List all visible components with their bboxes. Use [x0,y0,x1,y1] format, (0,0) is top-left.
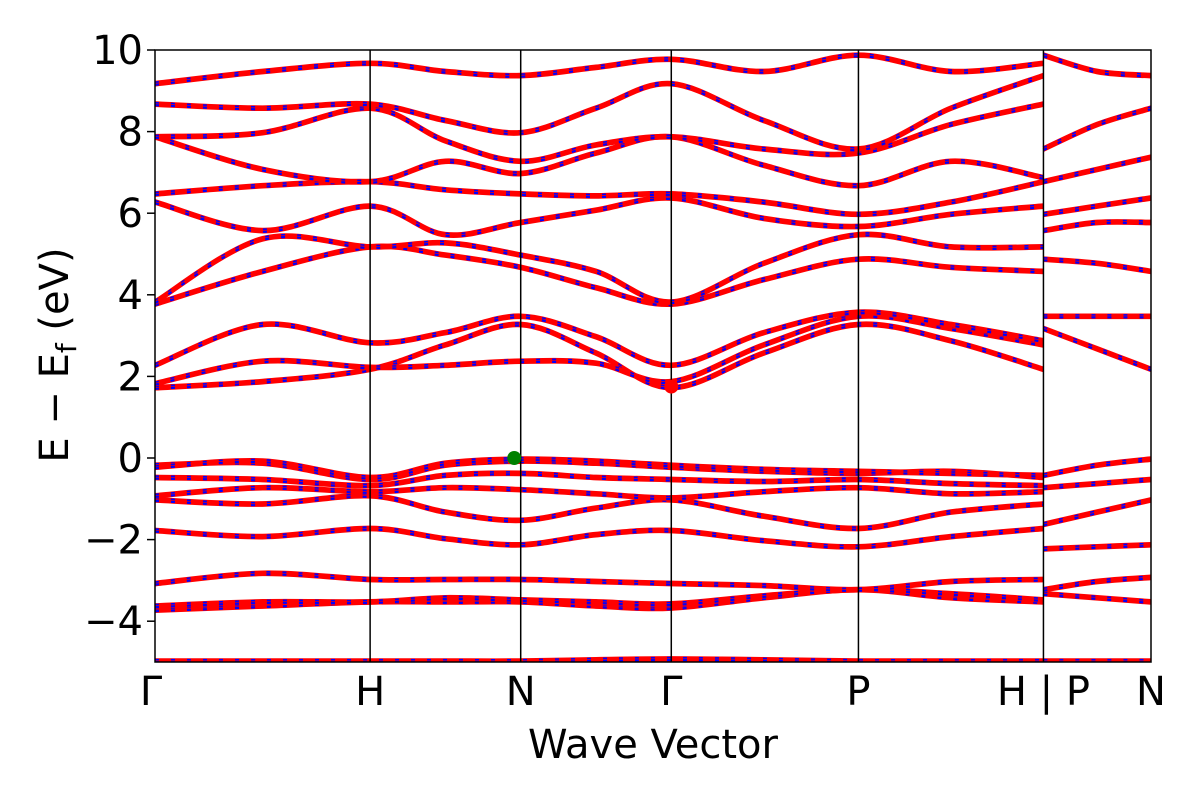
x-tick-label: Γ [660,669,683,715]
band-line-overlay [155,244,1044,305]
band-line [155,197,1044,238]
y-axis-title-main: E − E [32,353,78,463]
high-symmetry-lines [369,50,1045,662]
band-line-overlay [1043,53,1151,76]
band-line-overlay [155,179,1044,215]
band-line-overlay [155,136,1044,188]
band-line [155,103,1044,165]
band-line-overlay [1043,198,1151,217]
band-line-overlay [155,52,1044,84]
cbm-marker [664,379,679,394]
band-line-overlay [1043,575,1151,590]
x-tick-label: P [846,669,870,715]
band-line-overlay [1043,259,1151,274]
band-line-overlay [155,181,1044,217]
band-line [155,233,1044,305]
band-line-overlay [1043,499,1151,527]
band-line [155,470,1044,487]
band-line-overlay [1043,497,1151,525]
band-line [155,492,1044,530]
y-axis-title-subscript: f [50,342,83,353]
band-line [155,495,1044,532]
band-line [155,589,1044,609]
band-line [155,315,1044,387]
band-line [1043,544,1151,552]
x-axis-ticks: Γ H N Γ P H | P N [140,669,1166,715]
band-line [1043,590,1151,603]
x-tick-label: H [355,669,385,715]
band-line-overlay [155,312,1044,368]
band-line [155,570,1044,591]
y-axis-title: E − Ef (eV) [32,247,83,462]
band-line-overlay [1043,459,1151,478]
band-line-overlay [155,195,1044,236]
bands-layer [155,52,1151,662]
band-line [155,486,1044,501]
y-tick-label: 0 [118,436,143,482]
band-line-overlay [1043,257,1151,272]
band-line [1042,325,1151,370]
band-line-overlay [155,134,1044,186]
band-line-overlay [155,246,1044,307]
y-axis-title-unit: (eV) [32,247,78,343]
y-tick-label: 10 [92,28,143,74]
band-line-overlay [155,234,1044,305]
vbm-marker [507,451,522,465]
band-line-overlay [155,456,1044,478]
y-tick-label: −4 [84,599,143,645]
x-tick-label: N [506,669,536,715]
y-tick-label: 8 [118,110,143,156]
y-tick-label: −2 [84,518,143,564]
band-line-overlay [155,197,1044,238]
band-line [1042,107,1151,152]
x-tick-label: H | P [997,669,1090,715]
y-tick-label: 6 [118,191,143,237]
band-line-overlay [1043,219,1151,231]
band-line [155,323,1044,391]
band-line [1043,541,1151,550]
band-line [155,321,1044,389]
band-line-overlay [155,309,1044,366]
band-line [1042,327,1151,373]
band-line [1043,221,1151,234]
x-tick-label: Γ [140,669,163,715]
band-line-overlay [155,526,1044,547]
band-line-overlay [155,528,1044,550]
band-line-overlay [155,55,1044,86]
y-tick-label: 4 [118,273,143,319]
band-line [1043,593,1151,605]
band-line [1042,105,1151,150]
band-line [155,245,1044,307]
band-line-overlay [155,459,1044,480]
band-line-overlay [1043,195,1151,215]
band-line-overlay [1043,157,1151,184]
band-line [155,75,1044,152]
band-line [155,572,1044,593]
band-line-overlay [1043,155,1151,182]
band-line [155,656,1044,662]
band-line-overlay [155,232,1044,303]
band-line [1043,476,1151,489]
band-line [1043,478,1151,491]
band-line [155,54,1044,87]
band-line [155,472,1044,489]
band-line [155,72,1044,150]
band-line-overlay [1043,456,1151,476]
y-axis-ticks: −4 −2 0 2 4 6 8 10 [84,28,155,645]
extrema-markers [507,379,679,465]
x-tick-label: N [1136,669,1166,715]
band-line-overlay [1043,577,1151,592]
band-line-overlay [1043,221,1151,233]
band-line [155,484,1044,499]
band-line [155,658,1044,662]
band-line [155,101,1044,162]
plot-frame [154,49,1152,663]
band-line-overlay [1043,55,1151,78]
x-axis-title: Wave Vector [528,722,779,768]
y-tick-label: 2 [118,354,143,400]
